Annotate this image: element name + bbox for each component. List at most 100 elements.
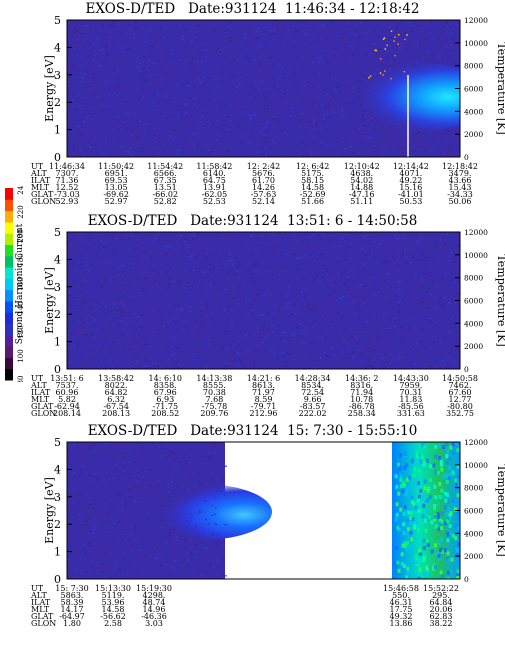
y-tick-label: 4: [54, 463, 61, 476]
table-cell: 60.96: [55, 388, 79, 397]
y2-tick-label: 10000: [464, 39, 488, 48]
table-cell: -62.05: [201, 190, 228, 199]
table-cell: 67.60: [448, 388, 472, 397]
panel-1-orbit-table: UT ALT ILAT MLT GLAT GLON 11:46:34 7307. 71.36 12…: [0, 162, 505, 226]
table-cell: 8534.: [301, 381, 325, 390]
colorbar-step: [5, 244, 13, 257]
table-cell: -73.03: [54, 190, 80, 199]
table-cell: 14:28:34: [294, 374, 331, 383]
table-cell: -86.78: [348, 402, 375, 411]
row-label-glon: GLON: [31, 197, 57, 206]
table-cell: 352.75: [446, 409, 474, 418]
colorbar-step: [5, 278, 13, 291]
colorbar-tick-label: 160: [17, 277, 25, 290]
table-cell: -46.36: [141, 612, 167, 621]
table-cell: 61.70: [252, 176, 275, 185]
y-tick-label: 0: [54, 573, 61, 586]
panel-2-orbit-table: UT ALT ILAT MLT GLAT GLON 13:51: 6 7537. 60.96 5.…: [0, 374, 505, 438]
table-cell: 17.75: [389, 605, 413, 614]
table-cell: 11:58:42: [196, 162, 233, 171]
y2-tick-label: 10000: [464, 251, 488, 260]
panel-3-orbit-table: UT ALT ILAT MLT GLAT GLON 15: 7:30 5863. 58.39 14…: [0, 584, 505, 648]
y-tick-label: 2: [54, 96, 61, 109]
table-cell: 20.06: [429, 605, 453, 614]
table-cell: 8316.: [350, 381, 374, 390]
table-cell: 13:58:42: [98, 374, 135, 383]
table-cell: 48.74: [142, 598, 166, 607]
data-point: [368, 77, 370, 79]
table-cell: 7307.: [55, 169, 79, 178]
table-cell: 331.63: [396, 409, 425, 418]
table-cell: 53.96: [101, 598, 125, 607]
table-cell: 6140.: [202, 169, 226, 178]
table-cell: 258.34: [347, 409, 376, 418]
data-point: [390, 77, 392, 80]
data-point: [404, 38, 406, 41]
table-cell: 208.14: [53, 409, 81, 418]
table-cell: 14:21: 6: [246, 374, 281, 383]
row-label-mlt: MLT: [31, 605, 50, 614]
y2-tick-label: 10000: [464, 461, 488, 470]
data-point: [390, 30, 393, 32]
row-label-ut: UT: [31, 584, 44, 593]
panel-1-plot: 0 1 2 3 4 5 0 2000 4000 6000 8000 10000 12000 Energy …: [43, 14, 505, 164]
row-label-ilat: ILAT: [31, 598, 51, 607]
table-cell: 15:46:58: [383, 584, 419, 593]
spectrogram: [67, 442, 460, 579]
table-cell: 15:13:30: [95, 584, 131, 593]
table-cell: 12.77: [448, 395, 472, 404]
y2-tick-label: 4000: [464, 529, 483, 538]
colorbar-tick-label: 140: [17, 301, 25, 314]
table-cell: 49.22: [399, 176, 423, 185]
row-label-glat: GLAT: [31, 612, 54, 621]
data-point: [374, 49, 377, 52]
y2-axis-label: Temperature [K]: [495, 42, 505, 134]
table-cell: -79.71: [250, 402, 277, 411]
table-cell: 9.66: [303, 395, 322, 404]
table-cell: 72.54: [301, 388, 325, 397]
data-point: [397, 34, 400, 36]
table-cell: 14.26: [252, 183, 275, 192]
panel-1-title: EXOS-D/TED Date:931124 11:46:34 - 12:18:…: [85, 1, 420, 17]
table-cell: -52.69: [299, 190, 326, 199]
data-point: [379, 72, 382, 74]
table-cell: 14.58: [301, 183, 325, 192]
table-cell: 7462.: [448, 381, 472, 390]
table-cell: 15.16: [399, 183, 423, 192]
y-tick-label: 3: [54, 281, 61, 294]
data-point: [394, 36, 396, 38]
colorbar-tick-label: 100: [17, 349, 25, 362]
table-cell: 12.52: [55, 183, 79, 192]
table-cell: 209.76: [200, 409, 229, 418]
table-cell: 12:18:42: [442, 162, 478, 171]
table-cell: 71.94: [350, 388, 374, 397]
colorbar: 80 100 120 140 160 180 200 220 240 Second Harmon…: [5, 186, 25, 382]
y-tick-label: 5: [54, 436, 61, 449]
table-cell: 67.96: [153, 388, 177, 397]
y2-axis-label: Temperature [K]: [495, 464, 505, 556]
row-label-alt: ALT: [31, 591, 47, 600]
colorbar-tick-label: 180: [17, 253, 25, 266]
y2-tick-label: 8000: [464, 484, 483, 493]
table-cell: 52.53: [202, 197, 226, 206]
row-label-ilat: ILAT: [31, 176, 51, 185]
table-cell: 14:13:38: [196, 374, 233, 383]
table-cell: 64.75: [202, 176, 226, 185]
table-cell: 12:10:42: [343, 162, 380, 171]
row-label-ilat: ILAT: [31, 388, 51, 397]
table-cell: 7.68: [205, 395, 224, 404]
data-point: [382, 74, 384, 76]
table-cell: 14.58: [101, 605, 125, 614]
table-cell: 212.96: [249, 409, 278, 418]
row-label-glon: GLON: [31, 409, 57, 418]
y-axis-label: Energy [eV]: [43, 477, 56, 544]
y2-axis-label: Temperature [K]: [495, 254, 505, 346]
table-cell: 13.91: [202, 183, 226, 192]
table-cell: 3.03: [145, 619, 163, 628]
row-label-glon: GLON: [31, 619, 57, 628]
data-point: [406, 34, 408, 36]
row-label-mlt: MLT: [31, 395, 50, 404]
y2-tick-label: 4000: [464, 107, 483, 116]
table-cell: 52.14: [252, 197, 275, 206]
y-tick-label: 1: [54, 546, 61, 559]
